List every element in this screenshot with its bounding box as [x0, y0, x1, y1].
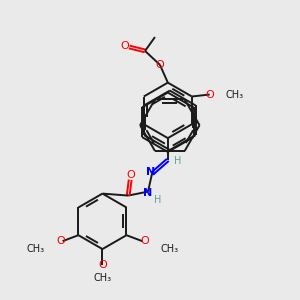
Text: O: O	[205, 89, 214, 100]
Text: CH₃: CH₃	[160, 244, 178, 254]
Text: H: H	[154, 194, 162, 205]
Text: H: H	[174, 156, 182, 166]
Text: O: O	[155, 60, 164, 70]
Text: O: O	[140, 236, 149, 246]
Text: O: O	[98, 260, 107, 270]
Text: O: O	[127, 170, 136, 180]
Text: CH₃: CH₃	[226, 89, 244, 100]
Text: O: O	[56, 236, 65, 246]
Text: CH₃: CH₃	[93, 273, 112, 283]
Text: N: N	[143, 188, 153, 198]
Text: O: O	[121, 41, 130, 51]
Text: CH₃: CH₃	[27, 244, 45, 254]
Text: N: N	[146, 167, 156, 177]
